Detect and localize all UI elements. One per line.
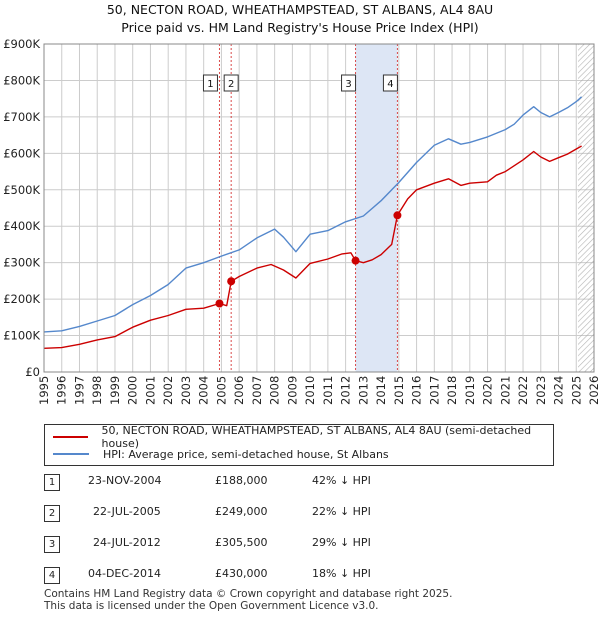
x-tick-label: 2000: [126, 376, 140, 405]
x-tick-label: 2004: [197, 376, 211, 405]
footer-line-2: This data is licensed under the Open Gov…: [44, 599, 379, 612]
sale-label-box-2: 2: [223, 74, 239, 92]
hpi-series-line: [43, 96, 583, 333]
y-tick-label: £300K: [3, 256, 40, 270]
x-tick-label: 2001: [143, 376, 157, 405]
sale-number-badge: 4: [44, 567, 60, 584]
x-tick-label: 2016: [410, 376, 424, 405]
legend-price-label: 50, NECTON ROAD, WHEATHAMPSTEAD, ST ALBA…: [101, 424, 532, 450]
sale-date: 23-NOV-2004: [88, 474, 162, 487]
table-row: 1 23-NOV-2004 £188,000 42% ↓ HPI: [0, 470, 600, 494]
legend-hpi-swatch: [53, 453, 89, 455]
sale-number-badge: 1: [44, 474, 60, 491]
x-tick-label: 2021: [498, 376, 512, 405]
x-tick-label: 2015: [392, 376, 406, 405]
x-tick-label: 2005: [214, 376, 228, 405]
x-tick-label: 1998: [90, 376, 104, 405]
legend-price-swatch: [53, 436, 88, 438]
sale-hpi-diff: 18% ↓ HPI: [312, 567, 371, 580]
footer-attribution: Contains HM Land Registry data © Crown c…: [44, 588, 453, 612]
footer-line-1: Contains HM Land Registry data © Crown c…: [44, 588, 453, 600]
sale-period-band: [355, 44, 398, 372]
chart-legend: 50, NECTON ROAD, WHEATHAMPSTEAD, ST ALBA…: [44, 424, 554, 466]
sale-date: 24-JUL-2012: [93, 536, 161, 549]
sale-label-text: 2: [228, 79, 234, 90]
x-tick-label: 2002: [161, 376, 175, 405]
table-row: 4 04-DEC-2014 £430,000 18% ↓ HPI: [0, 563, 600, 587]
y-tick-label: £200K: [3, 292, 40, 306]
y-tick-label: £100K: [3, 329, 40, 343]
sale-price: £249,000: [215, 505, 268, 518]
sale-point-1: [215, 299, 224, 308]
y-tick-label: £500K: [3, 183, 40, 197]
y-tick-label: £800K: [3, 73, 40, 87]
y-tick-label: £0: [25, 365, 40, 379]
x-tick-label: 2007: [250, 376, 264, 405]
sale-label-text: 4: [387, 79, 393, 90]
sale-label-box-1: 1: [202, 74, 218, 92]
chart-title-line1: 50, NECTON ROAD, WHEATHAMPSTEAD, ST ALBA…: [106, 2, 494, 17]
sale-label-text: 3: [345, 79, 351, 90]
price-series-line: [43, 145, 582, 349]
sale-hpi-diff: 29% ↓ HPI: [312, 536, 371, 549]
legend-item-hpi: HPI: Average price, semi-detached house,…: [53, 446, 389, 462]
sale-number-badge: 2: [44, 505, 60, 522]
sale-point-4: [393, 211, 402, 220]
legend-hpi-label: HPI: Average price, semi-detached house,…: [103, 447, 389, 461]
x-tick-label: 2026: [587, 376, 600, 405]
sale-hpi-diff: 22% ↓ HPI: [312, 505, 371, 518]
x-tick-label: 1997: [72, 376, 86, 405]
sale-point-3: [351, 256, 360, 265]
x-tick-label: 2019: [463, 376, 477, 405]
x-tick-label: 2010: [303, 376, 317, 405]
y-tick-label: £700K: [3, 110, 40, 124]
chart-title-line2: Price paid vs. HM Land Registry's House …: [121, 20, 479, 35]
table-row: 3 24-JUL-2012 £305,500 29% ↓ HPI: [0, 532, 600, 556]
x-tick-label: 1995: [37, 376, 51, 405]
x-tick-label: 1996: [55, 376, 69, 405]
sale-point-2: [227, 277, 236, 286]
table-row: 2 22-JUL-2005 £249,000 22% ↓ HPI: [0, 501, 600, 525]
x-tick-label: 1999: [108, 376, 122, 405]
sale-label-frame: [202, 74, 218, 92]
sale-label-frame: [382, 74, 398, 92]
sale-label-frame: [223, 74, 239, 92]
x-tick-label: 2020: [481, 376, 495, 405]
x-tick-label: 2024: [552, 376, 566, 405]
y-tick-label: £600K: [3, 146, 40, 160]
legend-item-price: 50, NECTON ROAD, WHEATHAMPSTEAD, ST ALBA…: [53, 424, 553, 450]
x-tick-label: 2014: [374, 376, 388, 405]
forecast-hatch-region: [578, 44, 594, 372]
x-tick-label: 2017: [427, 376, 441, 405]
x-tick-label: 2013: [356, 376, 370, 405]
x-tick-label: 2022: [516, 376, 530, 405]
sale-label-text: 1: [207, 79, 213, 90]
y-tick-label: £400K: [3, 219, 40, 233]
sale-number-badge: 3: [44, 536, 60, 553]
sale-label-frame: [341, 74, 357, 92]
x-tick-label: 2008: [268, 376, 282, 405]
x-tick-label: 2011: [321, 376, 335, 405]
sale-label-box-4: 4: [382, 74, 398, 92]
sale-date: 22-JUL-2005: [93, 505, 161, 518]
x-tick-label: 2012: [339, 376, 353, 405]
x-tick-label: 2023: [534, 376, 548, 405]
sale-price: £430,000: [215, 567, 268, 580]
plot-frame: [43, 43, 595, 373]
sale-price: £305,500: [215, 536, 268, 549]
x-tick-label: 2003: [179, 376, 193, 405]
y-tick-label: £900K: [3, 37, 40, 51]
price-chart: 1 2 3 4 £0 £100K £200K £300K £400K £500K £600K £70…: [3, 37, 600, 405]
sale-price: £188,000: [215, 474, 268, 487]
x-tick-label: 2025: [569, 376, 583, 405]
x-tick-label: 2009: [285, 376, 299, 405]
x-tick-label: 2006: [232, 376, 246, 405]
x-tick-label: 2018: [445, 376, 459, 405]
sale-date: 04-DEC-2014: [88, 567, 162, 580]
sale-label-box-3: 3: [341, 74, 357, 92]
sale-hpi-diff: 42% ↓ HPI: [312, 474, 371, 487]
